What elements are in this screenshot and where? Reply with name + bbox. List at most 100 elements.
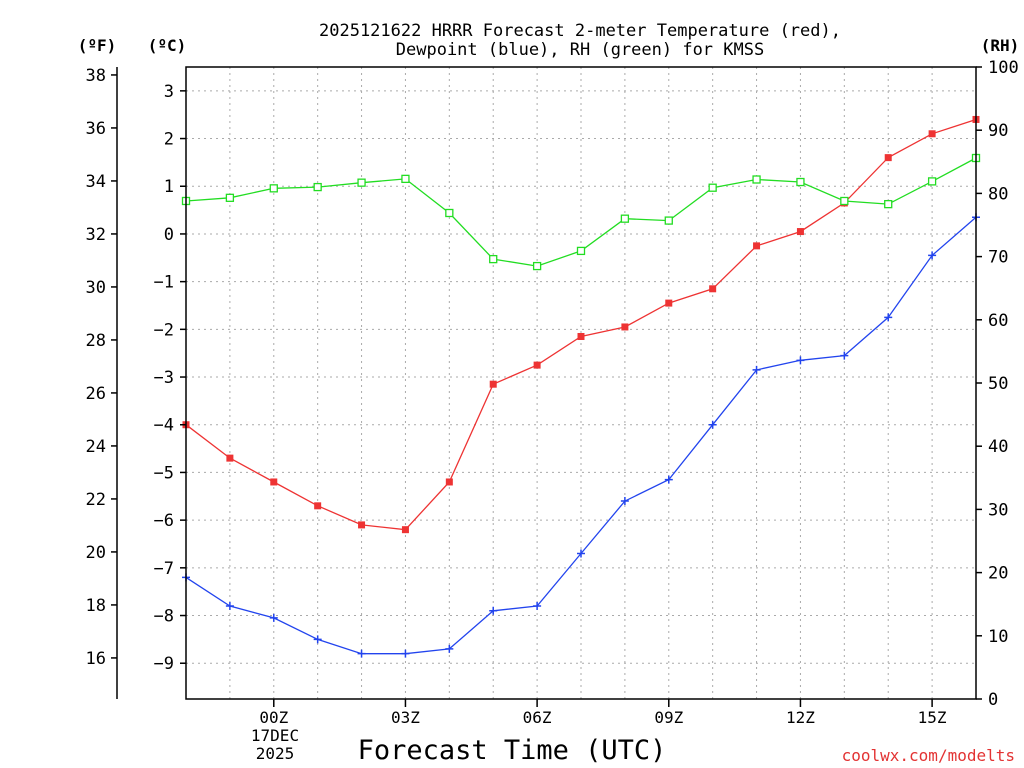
rh-tick-label: 0: [988, 690, 998, 710]
date-label-line1: 17DEC: [251, 726, 299, 745]
c-tick-label: −5: [154, 463, 174, 483]
c-tick-label: −3: [154, 368, 174, 388]
rh-point: [927, 177, 937, 186]
c-tick-label: −1: [154, 273, 174, 293]
rh-tick-label: 20: [988, 564, 1008, 584]
rh-tick-label: 40: [988, 437, 1008, 457]
rh-point: [620, 214, 630, 223]
c-tick-label: −8: [154, 607, 174, 627]
f-tick-label: 30: [86, 278, 106, 298]
temperature-point: [533, 361, 541, 369]
grid-lines: [186, 67, 976, 699]
temperature-point: [489, 380, 497, 388]
f-tick-label: 24: [86, 437, 106, 457]
dewpoint-point: [840, 351, 849, 360]
rh-tick-label: 70: [988, 248, 1008, 268]
f-tick-label: 18: [86, 596, 106, 616]
rh-unit-label: (RH): [981, 36, 1020, 55]
dewpoint-point: [796, 356, 805, 365]
x-tick-label: 00Z: [259, 708, 288, 727]
rh-point: [752, 175, 761, 184]
fahrenheit-unit-label: (ºF): [78, 36, 117, 55]
f-tick-label: 28: [86, 331, 106, 351]
dewpoint-point: [313, 635, 322, 644]
dewpoint-point: [884, 313, 893, 322]
c-tick-label: −4: [154, 416, 174, 436]
c-tick-label: 0: [164, 225, 174, 245]
rh-point: [708, 183, 717, 192]
dewpoint-point: [620, 497, 629, 506]
rh-tick-label: 80: [988, 184, 1008, 204]
dewpoint-line: [185, 216, 977, 655]
c-tick-label: 2: [164, 130, 174, 150]
c-tick-label: −2: [154, 320, 174, 340]
f-tick-label: 34: [86, 172, 106, 192]
dewpoint-point: [664, 475, 673, 484]
f-tick-label: 16: [86, 649, 106, 669]
rh-point: [401, 174, 410, 184]
plot-frame: [185, 66, 977, 700]
rh-point: [884, 199, 893, 209]
temperature-point: [928, 130, 936, 138]
temperature-point: [709, 285, 717, 293]
temperature-point: [401, 526, 409, 534]
temperature-point: [665, 299, 673, 307]
dewpoint-point: [357, 649, 366, 658]
x-tick-label: 12Z: [786, 708, 815, 727]
x-tick-label: 03Z: [391, 708, 420, 727]
f-tick-label: 36: [86, 119, 106, 139]
date-label-line2: 2025: [256, 744, 295, 763]
rh-point: [840, 196, 849, 206]
rh-point: [576, 246, 586, 256]
rh-point: [796, 177, 805, 187]
x-tick-label: 09Z: [654, 708, 683, 727]
watermark-text: coolwx.com/modelts: [842, 746, 1015, 765]
rh-point: [664, 216, 673, 225]
rh-point: [445, 208, 454, 218]
rh-tick-label: 90: [988, 121, 1008, 141]
temperature-point: [753, 242, 761, 250]
temperature-point: [577, 332, 585, 340]
c-tick-label: −9: [154, 654, 174, 674]
dewpoint-point: [445, 644, 454, 653]
f-tick-label: 32: [86, 225, 106, 245]
c-tick-label: 3: [164, 82, 174, 102]
rh-point: [532, 261, 542, 271]
f-tick-label: 38: [86, 66, 106, 86]
temperature-point: [226, 454, 234, 462]
rh-point: [313, 182, 322, 192]
temperature-point: [270, 478, 278, 486]
series-dewpoint: [182, 213, 980, 658]
rh-point: [357, 178, 366, 187]
dewpoint-point: [225, 601, 234, 610]
c-tick-label: −7: [154, 559, 174, 579]
dewpoint-point: [489, 606, 498, 615]
axes-layer: 161820222426283032343638−9−8−7−6−5−4−3−2…: [86, 58, 1019, 727]
dewpoint-point: [533, 601, 542, 610]
temperature-point: [445, 478, 453, 486]
dewpoint-point: [708, 420, 717, 429]
series-layer: [181, 115, 981, 658]
temperature-point: [621, 323, 629, 331]
f-tick-label: 22: [86, 490, 106, 510]
dewpoint-point: [752, 365, 761, 374]
rh-point: [225, 193, 235, 202]
x-axis-label: Forecast Time (UTC): [358, 735, 667, 766]
rh-tick-label: 50: [988, 374, 1008, 394]
chart-title-line2: Dewpoint (blue), RH (green) for KMSS: [396, 40, 764, 60]
temperature-point: [796, 228, 804, 236]
rh-tick-label: 10: [988, 627, 1008, 647]
f-tick-label: 26: [86, 384, 106, 404]
chart-title-line1: 2025121622 HRRR Forecast 2-meter Tempera…: [319, 21, 841, 41]
rh-tick-label: 60: [988, 311, 1008, 331]
dewpoint-point: [269, 613, 278, 622]
f-tick-label: 20: [86, 543, 106, 563]
c-tick-label: 1: [164, 177, 174, 197]
celsius-unit-label: (ºC): [148, 36, 187, 55]
temperature-point: [884, 154, 892, 162]
temperature-point: [358, 521, 366, 529]
rh-tick-label: 100: [988, 58, 1019, 78]
c-tick-label: −6: [154, 511, 174, 531]
x-tick-label: 06Z: [523, 708, 552, 727]
